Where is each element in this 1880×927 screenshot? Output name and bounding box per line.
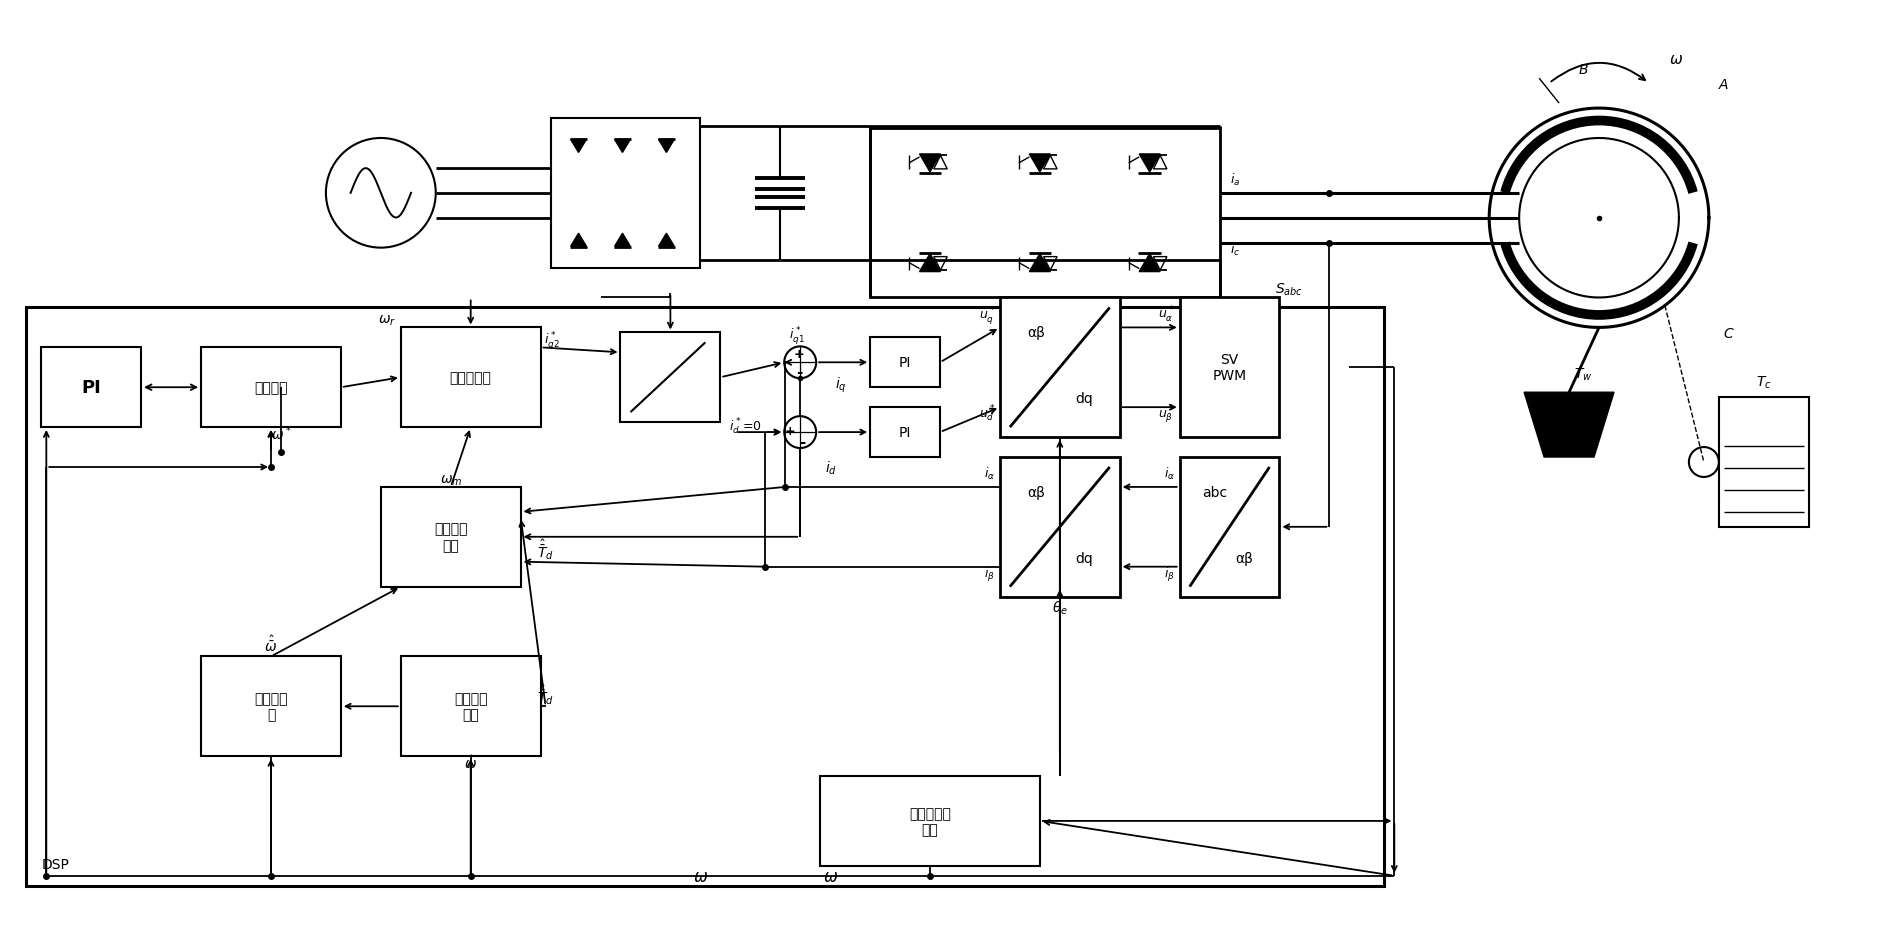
- Text: -: -: [795, 364, 803, 379]
- Text: $\omega^*$: $\omega^*$: [271, 424, 291, 442]
- Text: $i_{q2}^*$: $i_{q2}^*$: [543, 329, 558, 351]
- FancyBboxPatch shape: [551, 119, 701, 268]
- Text: $u_d^*$: $u_d^*$: [978, 403, 995, 424]
- Polygon shape: [615, 234, 630, 247]
- Text: PI: PI: [899, 356, 912, 370]
- Text: 位置和速度
计算: 位置和速度 计算: [910, 806, 951, 836]
- Text: $\hat{\bar{\omega}}$: $\hat{\bar{\omega}}$: [265, 635, 278, 654]
- Text: dq: dq: [1075, 551, 1092, 565]
- Text: αβ: αβ: [1026, 326, 1045, 340]
- Text: $\omega$: $\omega$: [823, 867, 838, 884]
- Text: $\omega_m$: $\omega_m$: [440, 474, 462, 488]
- Text: C: C: [1724, 327, 1733, 341]
- Text: $S_{abc}$: $S_{abc}$: [1275, 281, 1303, 298]
- Polygon shape: [658, 234, 675, 247]
- Text: B: B: [1579, 63, 1589, 77]
- Text: -: -: [799, 434, 805, 449]
- Text: $T_c$: $T_c$: [1756, 374, 1771, 390]
- Text: $i_\alpha$: $i_\alpha$: [1164, 465, 1175, 481]
- Text: $i_{q1}^*$: $i_{q1}^*$: [790, 324, 805, 346]
- Polygon shape: [658, 140, 675, 153]
- FancyBboxPatch shape: [400, 328, 541, 427]
- FancyBboxPatch shape: [870, 129, 1220, 298]
- Text: $i_\beta$: $i_\beta$: [983, 565, 995, 583]
- FancyBboxPatch shape: [1000, 298, 1120, 438]
- FancyBboxPatch shape: [1179, 458, 1280, 597]
- Text: $\omega_r$: $\omega_r$: [378, 313, 397, 327]
- Text: +: +: [786, 425, 795, 438]
- Polygon shape: [919, 254, 940, 273]
- Polygon shape: [1139, 254, 1160, 273]
- FancyBboxPatch shape: [1000, 458, 1120, 597]
- Text: $\theta_e$: $\theta_e$: [1051, 599, 1068, 616]
- Text: 低通滤波
器: 低通滤波 器: [254, 692, 288, 721]
- Text: PI: PI: [81, 379, 102, 397]
- Polygon shape: [572, 234, 587, 247]
- Text: $i_c$: $i_c$: [1230, 241, 1239, 258]
- FancyBboxPatch shape: [41, 348, 141, 427]
- Text: $u_\alpha^*$: $u_\alpha^*$: [1158, 304, 1175, 324]
- Text: $i_q$: $i_q$: [835, 375, 846, 394]
- Text: 速度预测
环节: 速度预测 环节: [434, 522, 468, 552]
- FancyBboxPatch shape: [1718, 398, 1809, 527]
- Text: $\hat{\bar{T}}_d$: $\hat{\bar{T}}_d$: [538, 681, 555, 706]
- FancyBboxPatch shape: [870, 408, 940, 458]
- Polygon shape: [1030, 254, 1051, 273]
- FancyBboxPatch shape: [26, 308, 1384, 886]
- Text: αβ: αβ: [1026, 486, 1045, 500]
- Text: $i_\alpha$: $i_\alpha$: [983, 465, 995, 481]
- Text: $T_w$: $T_w$: [1574, 366, 1592, 382]
- Polygon shape: [919, 155, 940, 172]
- Text: $\hat{\bar{T}}_d$: $\hat{\bar{T}}_d$: [538, 537, 555, 562]
- Text: 参考轨迹: 参考轨迹: [254, 381, 288, 395]
- Text: $\omega$: $\omega$: [692, 867, 709, 884]
- FancyBboxPatch shape: [1179, 298, 1280, 438]
- Text: DSP: DSP: [41, 857, 70, 870]
- Text: 模型校正
环节: 模型校正 环节: [453, 692, 487, 721]
- Text: SV
PWM: SV PWM: [1213, 353, 1246, 383]
- Text: $i_a$: $i_a$: [1230, 171, 1239, 188]
- Text: $i_d$: $i_d$: [825, 460, 837, 476]
- FancyBboxPatch shape: [820, 776, 1040, 866]
- Polygon shape: [1525, 393, 1615, 458]
- Polygon shape: [615, 140, 630, 153]
- Text: αβ: αβ: [1235, 551, 1254, 565]
- Text: $\hat{\omega}$: $\hat{\omega}$: [464, 754, 478, 771]
- Text: PI: PI: [899, 425, 912, 439]
- Polygon shape: [1139, 155, 1160, 172]
- Text: $i_d^*\!=\!0$: $i_d^*\!=\!0$: [729, 416, 761, 437]
- FancyBboxPatch shape: [870, 338, 940, 387]
- Text: abc: abc: [1201, 486, 1228, 500]
- Polygon shape: [1030, 155, 1051, 172]
- FancyBboxPatch shape: [201, 656, 340, 756]
- FancyBboxPatch shape: [382, 488, 521, 587]
- FancyBboxPatch shape: [400, 656, 541, 756]
- Text: +: +: [793, 348, 805, 361]
- Text: $i_\beta$: $i_\beta$: [1164, 565, 1175, 583]
- Text: $\omega$: $\omega$: [1669, 52, 1683, 67]
- FancyBboxPatch shape: [201, 348, 340, 427]
- FancyBboxPatch shape: [620, 333, 720, 423]
- Polygon shape: [572, 140, 587, 153]
- Text: dq: dq: [1075, 391, 1092, 405]
- Text: $u_q^*$: $u_q^*$: [978, 304, 995, 326]
- Text: $u_\beta^*$: $u_\beta^*$: [1158, 404, 1175, 425]
- Text: 预测控制器: 预测控制器: [449, 371, 493, 385]
- Text: A: A: [1718, 78, 1728, 92]
